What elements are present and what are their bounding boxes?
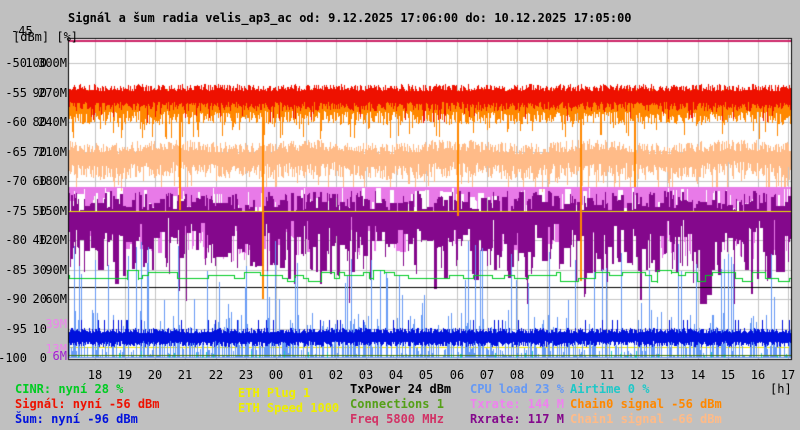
- y-axis-label: -90: [5, 292, 27, 306]
- y-axis-row: -65 70 210M: [0, 146, 67, 158]
- y-axis-label: 80: [32, 115, 47, 129]
- y-axis-label: 210M: [38, 145, 67, 159]
- y-axis-row: -55 90 270M: [0, 87, 67, 99]
- x-axis-tick-label: 21: [177, 368, 193, 382]
- x-axis-tick-label: 12: [629, 368, 645, 382]
- y-axis-label: 70: [32, 145, 47, 159]
- y-axis-label: 50: [32, 204, 47, 218]
- legend-item-sum: Šum: nyní -96 dBm: [15, 412, 138, 426]
- y-axis-label: -60: [5, 115, 27, 129]
- y-axis-row: -80 40 120M: [0, 234, 67, 246]
- y-axis-label: 30: [32, 263, 47, 277]
- x-axis-tick-label: 01: [298, 368, 314, 382]
- legend-item-connections: Connections 1: [350, 397, 444, 411]
- y-axis-label: -95: [5, 322, 27, 336]
- y-axis-label: -75: [5, 204, 27, 218]
- x-axis-tick-label: 02: [328, 368, 344, 382]
- y-axis-row: -90 20 60M: [0, 293, 67, 305]
- y-axis-label: -65: [5, 145, 27, 159]
- y-axis-row: -70 60 180M: [0, 175, 67, 187]
- legend-item-airtime: Airtime 0 %: [570, 382, 650, 396]
- y-axis-label: -55: [5, 86, 27, 100]
- rate-marker-label: 13M: [45, 342, 67, 356]
- legend-item-cinr: CINR: nyní 28 %: [15, 382, 124, 396]
- y-axis-row: -50 100 300M: [0, 57, 67, 69]
- x-axis-unit-label: [h]: [770, 382, 792, 396]
- y-axis-label: 180M: [38, 174, 67, 188]
- legend-item-eth-speed: ETH Speed 1000: [238, 401, 340, 415]
- x-axis-tick-label: 07: [479, 368, 495, 382]
- legend-item-cpu: CPU load 23 %: [470, 382, 564, 396]
- y-axis-label: 60M: [45, 292, 67, 306]
- x-axis-tick-label: 18: [87, 368, 103, 382]
- legend-item-eth-plug: ETH Plug 1: [238, 386, 311, 400]
- legend-item-rxrate: Rxrate: 117 M: [470, 412, 564, 426]
- y-axis-label: 60: [32, 174, 47, 188]
- y-axis-row: -95 10: [0, 323, 67, 335]
- y-axis-row: -100 0: [0, 352, 67, 364]
- x-axis-tick-label: 04: [388, 368, 404, 382]
- x-axis-tick-label: 06: [449, 368, 465, 382]
- x-axis-tick-label: 20: [147, 368, 163, 382]
- x-axis-tick-label: 10: [569, 368, 585, 382]
- legend-item-chain0: Chain0 signal -56 dBm: [570, 397, 722, 411]
- y-axis-label: 270M: [38, 86, 67, 100]
- legend-item-signal: Signál: nyní -56 dBm: [15, 397, 160, 411]
- y-axis-row: -60 80 240M: [0, 116, 67, 128]
- legend-item-freq: Freq 5800 MHz: [350, 412, 444, 426]
- y-axis-label: -80: [5, 233, 27, 247]
- y-axis-label: 20: [32, 292, 47, 306]
- y-axis-row: -75 50 150M: [0, 205, 67, 217]
- y-axis-label: 90: [32, 86, 47, 100]
- x-axis-tick-label: 08: [509, 368, 525, 382]
- x-axis-tick-label: 11: [599, 368, 615, 382]
- y-axis-label: -70: [5, 174, 27, 188]
- x-axis-tick-label: 19: [117, 368, 133, 382]
- y-axis-top-label: -45: [11, 24, 33, 38]
- y-axis-label: -100: [0, 351, 27, 365]
- x-axis-tick-label: 22: [208, 368, 224, 382]
- y-axis-label: 300M: [38, 56, 67, 70]
- y-axis-label: 10: [32, 322, 47, 336]
- x-axis-tick-label: 23: [238, 368, 254, 382]
- y-axis-label: -85: [5, 263, 27, 277]
- y-axis-label: 40: [32, 233, 47, 247]
- x-axis-tick-label: 15: [720, 368, 736, 382]
- x-axis-tick-label: 16: [750, 368, 766, 382]
- y-axis-label: 100: [25, 56, 47, 70]
- x-axis-tick-label: 09: [539, 368, 555, 382]
- y-axis-label: 90M: [45, 263, 67, 277]
- x-axis-tick-label: 17: [780, 368, 796, 382]
- legend-item-txrate: Txrate: 144 M: [470, 397, 564, 411]
- x-axis-tick-label: 05: [418, 368, 434, 382]
- y-axis-label: 240M: [38, 115, 67, 129]
- y-axis-label: 150M: [38, 204, 67, 218]
- y-axis-label: 0: [39, 351, 47, 365]
- x-axis-tick-label: 00: [268, 368, 284, 382]
- x-axis-tick-label: 03: [358, 368, 374, 382]
- x-axis-tick-label: 14: [690, 368, 706, 382]
- y-axis-label: 120M: [38, 233, 67, 247]
- y-axis-row: -85 30 90M: [0, 264, 67, 276]
- legend-item-chain1: Chain1 signal -66 dBm: [570, 412, 722, 426]
- y-axis-unit-label: [dBm] [%]: [13, 30, 79, 44]
- chart-title: Signál a šum radia velis_ap3_ac od: 9.12…: [68, 11, 632, 25]
- y-axis-label: -50: [5, 56, 27, 70]
- rate-marker-label: 39M: [45, 317, 67, 331]
- x-axis-tick-label: 13: [659, 368, 675, 382]
- legend-item-txpower: TxPower 24 dBm: [350, 382, 452, 396]
- rate-marker-label: 6M: [52, 349, 67, 363]
